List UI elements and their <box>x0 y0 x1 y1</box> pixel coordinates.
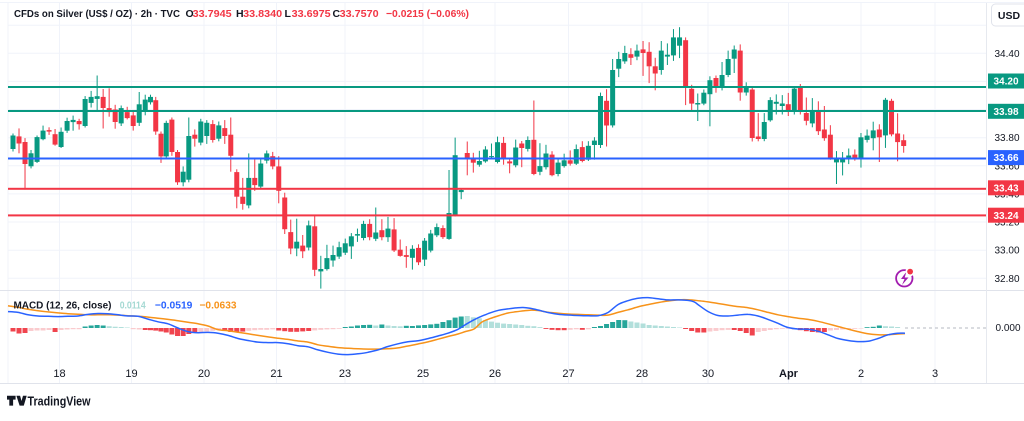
svg-text:−0.0633: −0.0633 <box>200 299 237 311</box>
svg-text:20: 20 <box>198 368 210 380</box>
svg-text:33.6975: 33.6975 <box>292 8 331 20</box>
svg-text:27: 27 <box>562 368 574 380</box>
svg-text:33.7945: 33.7945 <box>193 8 232 20</box>
svg-text:34.40: 34.40 <box>994 49 1019 60</box>
svg-text:−0.0215 (−0.06%): −0.0215 (−0.06%) <box>386 8 469 20</box>
svg-text:33.00: 33.00 <box>994 246 1019 257</box>
svg-text:30: 30 <box>702 368 714 380</box>
svg-text:L: L <box>285 8 292 20</box>
svg-text:2: 2 <box>858 368 864 380</box>
svg-text:33.80: 33.80 <box>994 133 1019 144</box>
svg-text:0.000: 0.000 <box>995 323 1020 334</box>
svg-text:33.66: 33.66 <box>993 153 1018 164</box>
svg-text:MACD (12, 26, close): MACD (12, 26, close) <box>14 299 112 311</box>
svg-text:25: 25 <box>417 368 429 380</box>
svg-text:3: 3 <box>932 368 938 380</box>
svg-text:26: 26 <box>489 368 501 380</box>
svg-text:34.20: 34.20 <box>993 77 1018 88</box>
svg-text:0.0114: 0.0114 <box>120 299 146 311</box>
svg-text:32.80: 32.80 <box>994 274 1019 285</box>
svg-text:33.8340: 33.8340 <box>243 8 282 20</box>
svg-text:33.24: 33.24 <box>993 211 1018 222</box>
svg-text:28: 28 <box>636 368 648 380</box>
svg-text:CFDs on Silver (US$ / OZ) · 2h: CFDs on Silver (US$ / OZ) · 2h · TVC <box>14 8 180 20</box>
svg-text:18: 18 <box>53 368 65 380</box>
svg-text:USD: USD <box>998 10 1021 22</box>
svg-text:23: 23 <box>339 368 351 380</box>
svg-text:21: 21 <box>270 368 282 380</box>
svg-text:−0.0519: −0.0519 <box>155 299 193 311</box>
svg-text:TradingView: TradingView <box>28 394 92 409</box>
svg-text:33.43: 33.43 <box>993 183 1018 194</box>
svg-text:Apr: Apr <box>779 368 799 380</box>
svg-text:19: 19 <box>125 368 137 380</box>
svg-text:33.98: 33.98 <box>993 107 1018 118</box>
svg-text:33.7570: 33.7570 <box>340 8 379 20</box>
